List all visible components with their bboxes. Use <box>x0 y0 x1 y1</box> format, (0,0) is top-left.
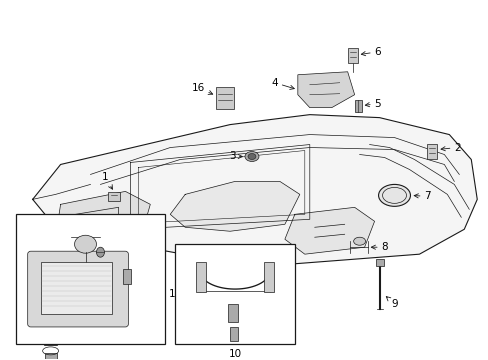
Bar <box>427 144 436 159</box>
Ellipse shape <box>244 152 259 162</box>
Text: 11: 11 <box>168 289 182 299</box>
Text: 16: 16 <box>191 83 212 94</box>
Bar <box>375 259 383 266</box>
Bar <box>196 262 206 292</box>
Bar <box>108 192 120 201</box>
Polygon shape <box>297 72 354 108</box>
Text: 5: 5 <box>365 99 380 109</box>
Bar <box>264 262 273 292</box>
Text: 9: 9 <box>386 297 397 309</box>
Ellipse shape <box>247 153 255 159</box>
Polygon shape <box>82 217 90 227</box>
Ellipse shape <box>96 247 104 257</box>
Polygon shape <box>285 207 374 254</box>
Bar <box>354 100 361 112</box>
Text: 1: 1 <box>102 172 112 189</box>
Bar <box>44 353 57 359</box>
Text: 4: 4 <box>271 78 294 89</box>
Text: 10: 10 <box>228 349 241 359</box>
Ellipse shape <box>74 235 96 253</box>
Text: 7: 7 <box>413 192 430 201</box>
Polygon shape <box>53 217 63 227</box>
Ellipse shape <box>378 184 409 206</box>
Bar <box>229 327 238 341</box>
Text: 12: 12 <box>32 337 48 347</box>
Text: 13: 13 <box>101 236 127 246</box>
Bar <box>227 304 238 322</box>
Text: 15: 15 <box>42 216 60 226</box>
FancyBboxPatch shape <box>28 251 128 327</box>
Text: 8: 8 <box>370 242 387 252</box>
Bar <box>123 269 131 284</box>
Bar <box>216 87 234 109</box>
Bar <box>16 214 165 344</box>
Text: 6: 6 <box>361 47 380 57</box>
Text: 3: 3 <box>228 152 242 162</box>
Bar <box>41 262 112 314</box>
Polygon shape <box>56 192 150 247</box>
Bar <box>175 244 294 344</box>
Ellipse shape <box>353 237 365 245</box>
Bar <box>347 48 357 63</box>
Polygon shape <box>33 114 476 264</box>
Text: 14: 14 <box>106 252 125 262</box>
Polygon shape <box>170 181 299 231</box>
Text: 2: 2 <box>440 143 460 153</box>
